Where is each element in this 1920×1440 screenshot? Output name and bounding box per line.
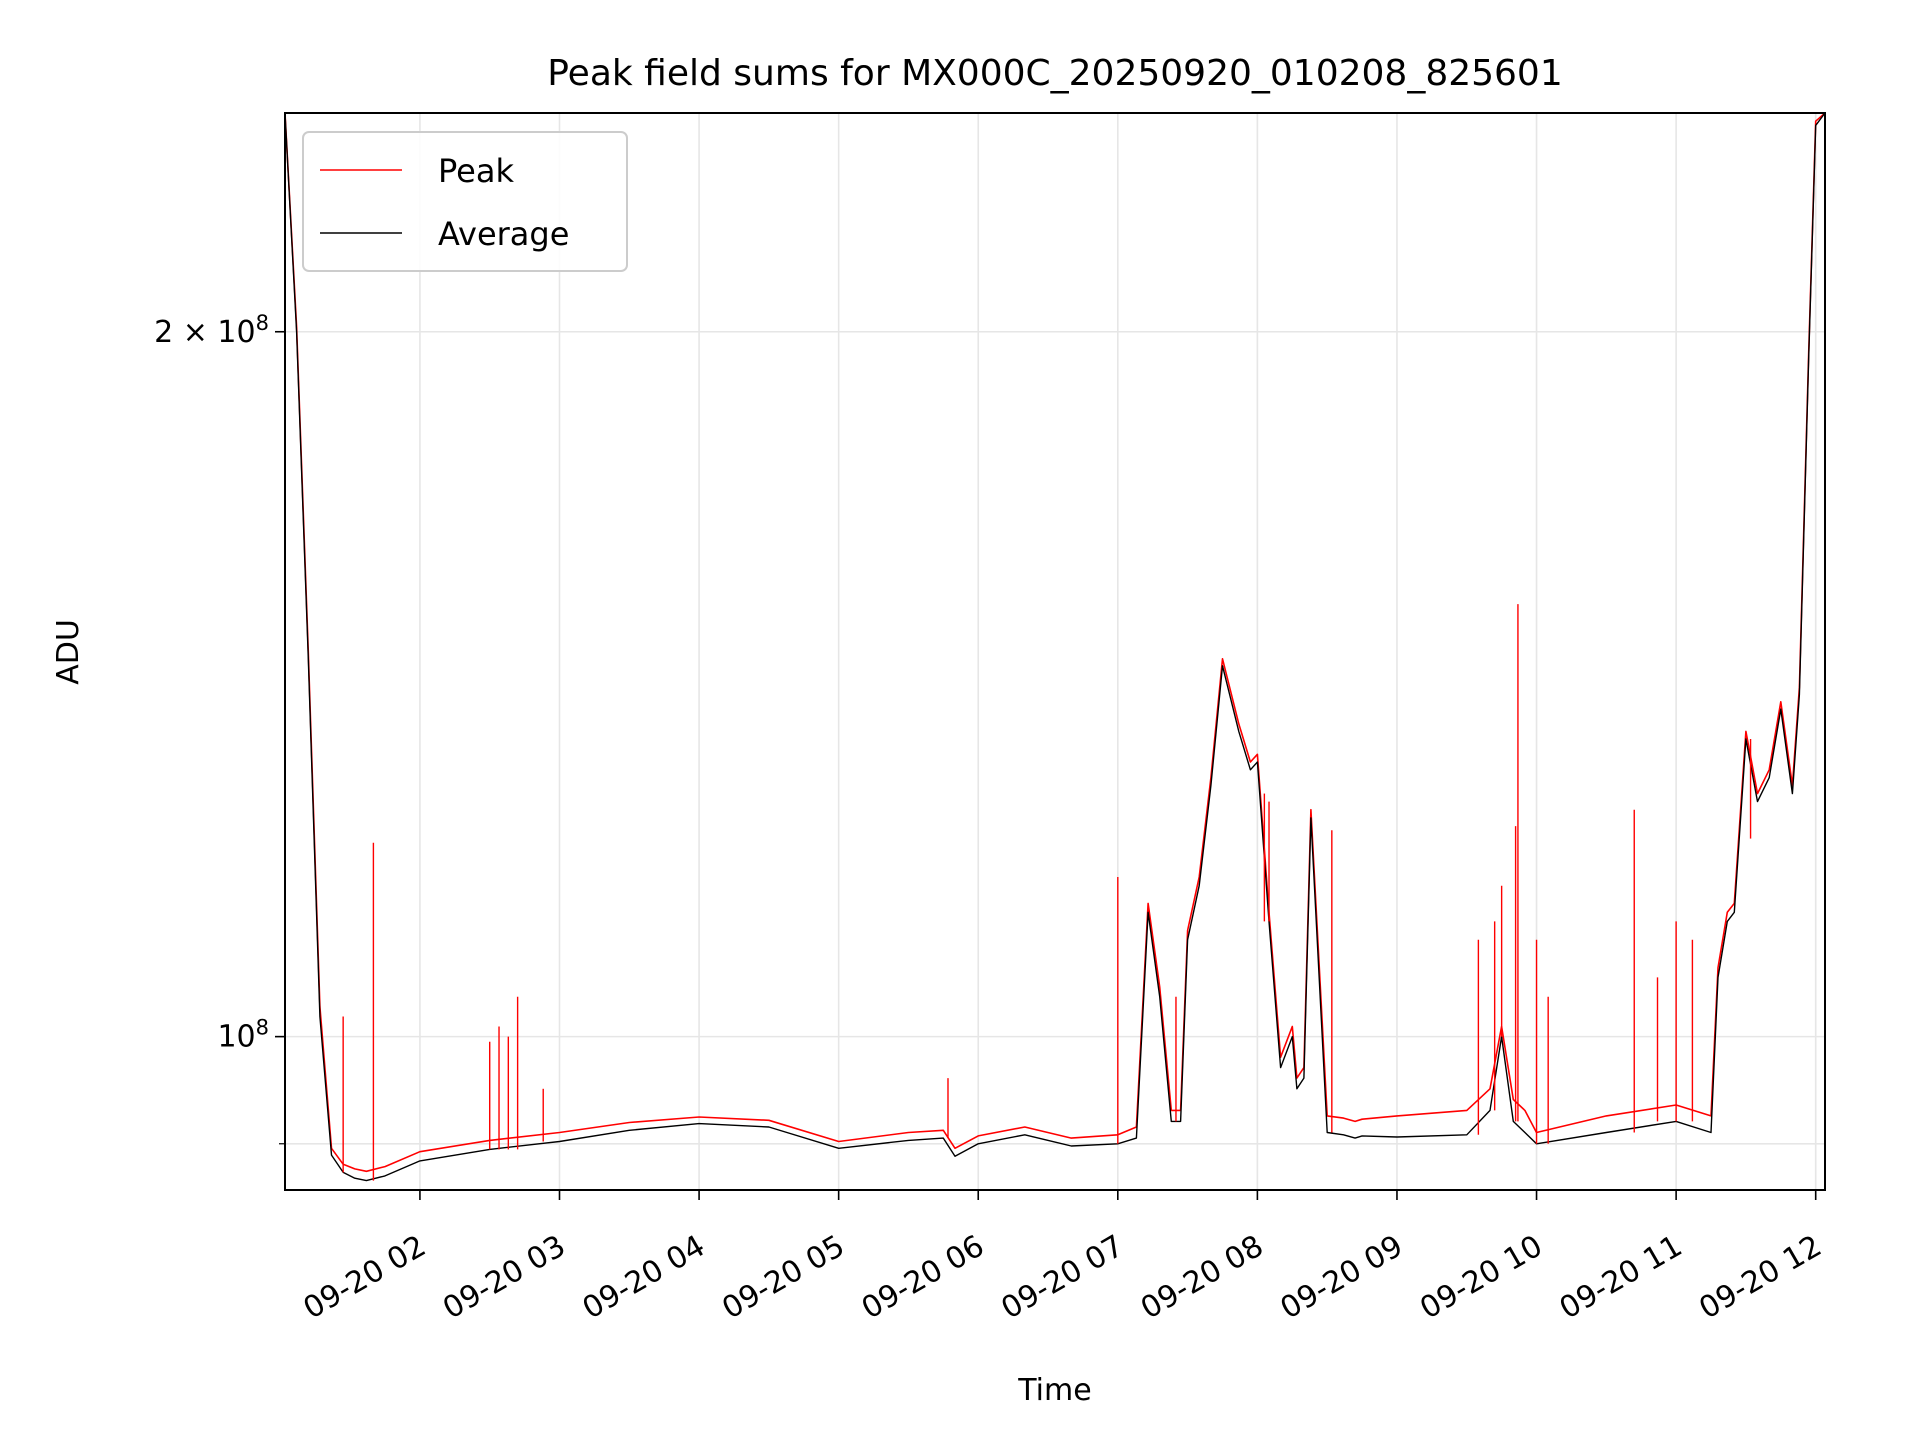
y-tick-label: 2 × 108 — [154, 311, 269, 350]
legend-entry-peak: Peak — [438, 152, 514, 190]
y-axis-label: ADU — [51, 619, 86, 685]
plot-lines — [285, 113, 1825, 1182]
axes-frame — [284, 112, 1826, 1191]
chart-title: Peak field sums for MX000C_20250920_0102… — [547, 53, 1563, 94]
x-axis-label: Time — [1017, 1373, 1091, 1408]
legend: Peak Average — [302, 131, 628, 272]
legend-box — [302, 131, 628, 272]
legend-entry-average: Average — [438, 215, 569, 253]
grid — [285, 113, 1825, 1190]
series-line-peak — [285, 113, 1825, 1173]
y-axis: 108 2 × 108 — [154, 311, 285, 1145]
series-line-average — [285, 113, 1825, 1182]
y-tick-label: 108 — [217, 1016, 269, 1055]
